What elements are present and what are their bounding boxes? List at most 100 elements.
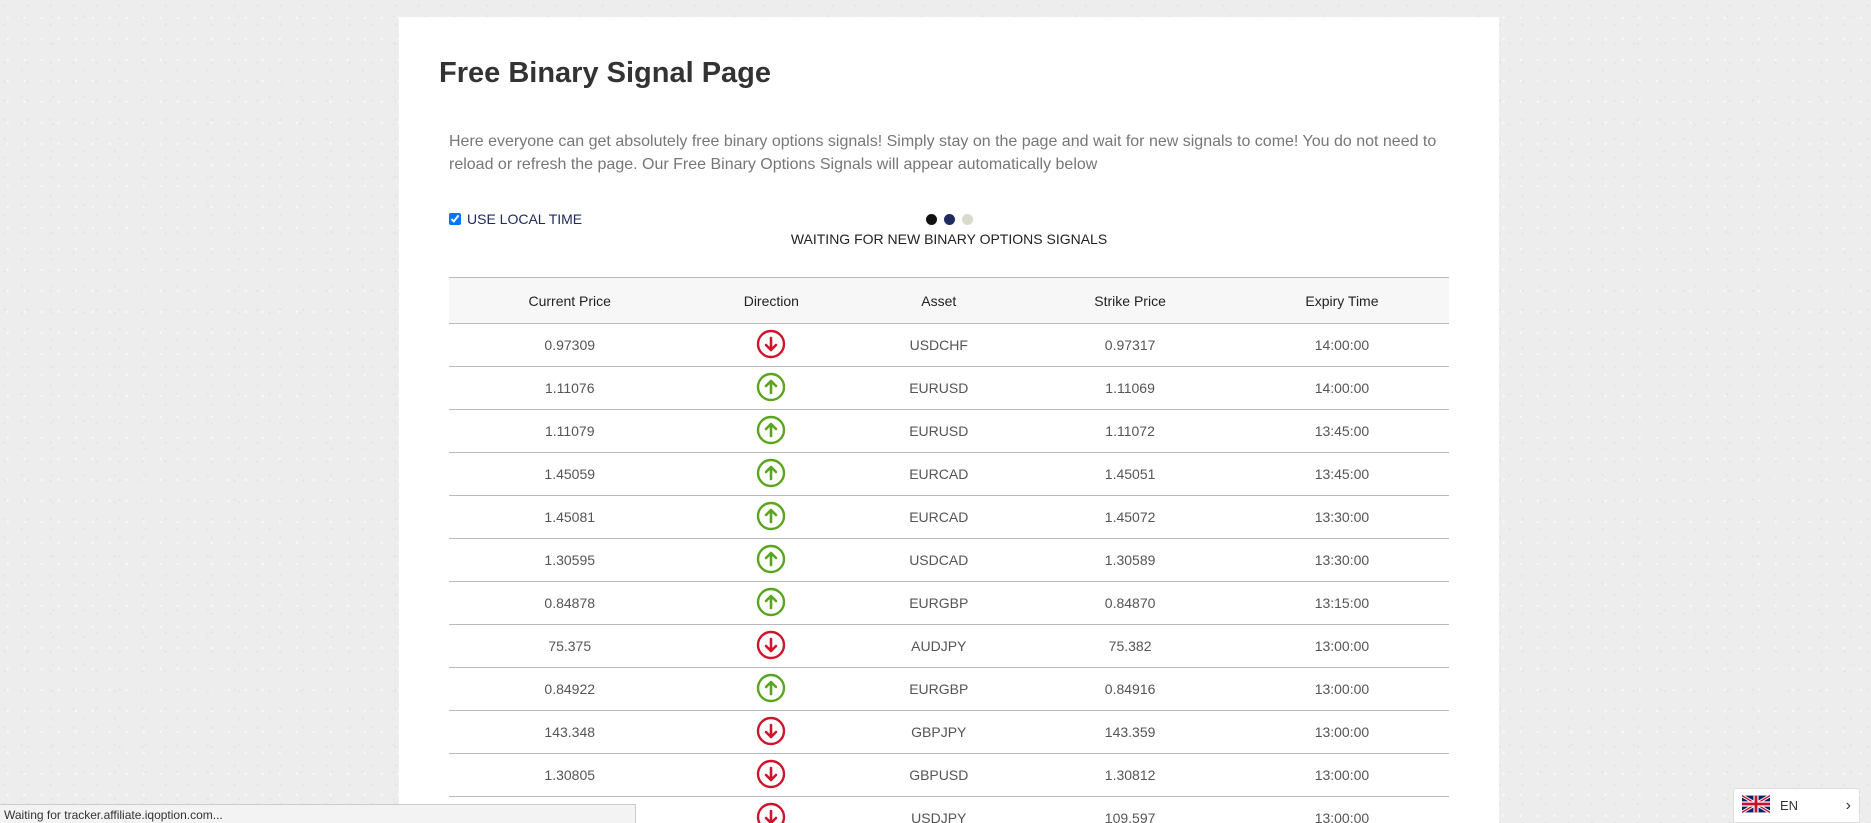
expiry-time-cell: 13:30:00	[1234, 495, 1449, 539]
header-strike-price: Strike Price	[1025, 277, 1235, 324]
asset-cell: USDJPY	[852, 796, 1026, 823]
strike-price-cell: 1.30812	[1025, 753, 1235, 797]
header-asset: Asset	[852, 277, 1026, 324]
chevron-right-icon: ›	[1845, 796, 1851, 814]
asset-cell: EURUSD	[852, 366, 1026, 410]
direction-cell	[690, 753, 853, 797]
direction-cell	[690, 495, 853, 539]
table-row: 1.11076 EURUSD 1.11069 14:00:00	[449, 366, 1449, 410]
language-code: EN	[1780, 798, 1799, 813]
current-price-cell: 1.30805	[449, 753, 691, 797]
asset-cell: GBPUSD	[852, 753, 1026, 797]
strike-price-cell: 143.359	[1025, 710, 1235, 754]
direction-cell	[690, 796, 853, 823]
header-direction: Direction	[690, 277, 853, 324]
expiry-time-cell: 14:00:00	[1234, 323, 1449, 367]
table-row: 1.30805 GBPUSD 1.30812 13:00:00	[449, 753, 1449, 797]
asset-cell: AUDJPY	[852, 624, 1026, 668]
loading-dot	[926, 214, 937, 225]
asset-cell: GBPJPY	[852, 710, 1026, 754]
current-price-cell: 1.11076	[449, 366, 691, 410]
asset-cell: USDCAD	[852, 538, 1026, 582]
expiry-time-cell: 13:45:00	[1234, 409, 1449, 453]
direction-cell	[690, 366, 853, 410]
strike-price-cell: 0.84916	[1025, 667, 1235, 711]
use-local-time-toggle[interactable]: USE LOCAL TIME	[449, 211, 582, 227]
browser-status-bar: Waiting for tracker.affiliate.iqoption.c…	[0, 804, 636, 823]
table-row: 143.348 GBPJPY 143.359 13:00:00	[449, 710, 1449, 754]
loading-dot	[962, 214, 973, 225]
table-row: 1.45081 EURCAD 1.45072 13:30:00	[449, 495, 1449, 539]
language-switcher[interactable]: EN ›	[1733, 788, 1860, 823]
expiry-time-cell: 13:00:00	[1234, 796, 1449, 823]
strike-price-cell: 0.97317	[1025, 323, 1235, 367]
asset-cell: EURGBP	[852, 667, 1026, 711]
current-price-cell: 1.30595	[449, 538, 691, 582]
direction-cell	[690, 409, 853, 453]
strike-price-cell: 1.45051	[1025, 452, 1235, 496]
expiry-time-cell: 13:00:00	[1234, 624, 1449, 668]
current-price-cell: 1.45059	[449, 452, 691, 496]
table-row: 75.375 AUDJPY 75.382 13:00:00	[449, 624, 1449, 668]
expiry-time-cell: 14:00:00	[1234, 366, 1449, 410]
intro-text: Here everyone can get absolutely free bi…	[449, 133, 1437, 173]
direction-cell	[690, 667, 853, 711]
current-price-cell: 1.45081	[449, 495, 691, 539]
strike-price-cell: 109.597	[1025, 796, 1235, 823]
strike-price-cell: 1.45072	[1025, 495, 1235, 539]
expiry-time-cell: 13:15:00	[1234, 581, 1449, 625]
strike-price-cell: 0.84870	[1025, 581, 1235, 625]
page-title: Free Binary Signal Page	[439, 57, 772, 89]
arrow-down-circle-icon	[756, 329, 786, 362]
current-price-cell: 0.97309	[449, 323, 691, 367]
signals-table-body: 0.97309 USDCHF 0.97317 14:00:00 1.11076 EURUS…	[449, 323, 1449, 823]
strike-price-cell: 1.30589	[1025, 538, 1235, 582]
loading-dot	[944, 214, 955, 225]
arrow-up-circle-icon	[756, 372, 786, 405]
asset-cell: EURCAD	[852, 452, 1026, 496]
direction-cell	[690, 710, 853, 754]
loading-indicator	[926, 214, 973, 225]
direction-cell	[690, 581, 853, 625]
direction-cell	[690, 452, 853, 496]
arrow-down-circle-icon	[756, 716, 786, 749]
direction-cell	[690, 624, 853, 668]
asset-cell: USDCHF	[852, 323, 1026, 367]
arrow-up-circle-icon	[756, 415, 786, 448]
current-price-cell: 0.84922	[449, 667, 691, 711]
expiry-time-cell: 13:00:00	[1234, 667, 1449, 711]
header-expiry-time: Expiry Time	[1234, 277, 1449, 324]
current-price-cell: 143.348	[449, 710, 691, 754]
current-price-cell: 75.375	[449, 624, 691, 668]
direction-cell	[690, 538, 853, 582]
arrow-down-circle-icon	[756, 630, 786, 663]
arrow-down-circle-icon	[756, 759, 786, 792]
table-header-row: Current Price Direction Asset Strike Pri…	[449, 277, 1449, 324]
asset-cell: EURGBP	[852, 581, 1026, 625]
asset-cell: EURUSD	[852, 409, 1026, 453]
strike-price-cell: 1.11072	[1025, 409, 1235, 453]
table-row: 1.45059 EURCAD 1.45051 13:45:00	[449, 452, 1449, 496]
use-local-time-checkbox[interactable]	[449, 213, 461, 225]
table-row: 0.84922 EURGBP 0.84916 13:00:00	[449, 667, 1449, 711]
signal-card: Free Binary Signal Page Here everyone ca…	[399, 17, 1499, 823]
table-row: 1.11079 EURUSD 1.11072 13:45:00	[449, 409, 1449, 453]
uk-flag-icon	[1741, 794, 1771, 816]
arrow-up-circle-icon	[756, 673, 786, 706]
arrow-up-circle-icon	[756, 587, 786, 620]
arrow-down-circle-icon	[756, 802, 786, 823]
direction-cell	[690, 323, 853, 367]
table-row: 1.30595 USDCAD 1.30589 13:30:00	[449, 538, 1449, 582]
expiry-time-cell: 13:00:00	[1234, 753, 1449, 797]
signals-table: Current Price Direction Asset Strike Pri…	[449, 277, 1449, 823]
asset-cell: EURCAD	[852, 495, 1026, 539]
use-local-time-label: USE LOCAL TIME	[467, 211, 583, 227]
expiry-time-cell: 13:45:00	[1234, 452, 1449, 496]
current-price-cell: 1.11079	[449, 409, 691, 453]
table-row: 0.84878 EURGBP 0.84870 13:15:00	[449, 581, 1449, 625]
arrow-up-circle-icon	[756, 458, 786, 491]
strike-price-cell: 1.11069	[1025, 366, 1235, 410]
header-current-price: Current Price	[449, 277, 691, 324]
expiry-time-cell: 13:00:00	[1234, 710, 1449, 754]
expiry-time-cell: 13:30:00	[1234, 538, 1449, 582]
